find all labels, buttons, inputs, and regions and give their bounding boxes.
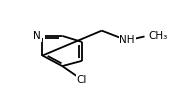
Text: N: N	[33, 31, 41, 41]
Text: Cl: Cl	[77, 75, 87, 85]
Text: CH₃: CH₃	[148, 31, 168, 41]
Text: NH: NH	[119, 35, 135, 45]
